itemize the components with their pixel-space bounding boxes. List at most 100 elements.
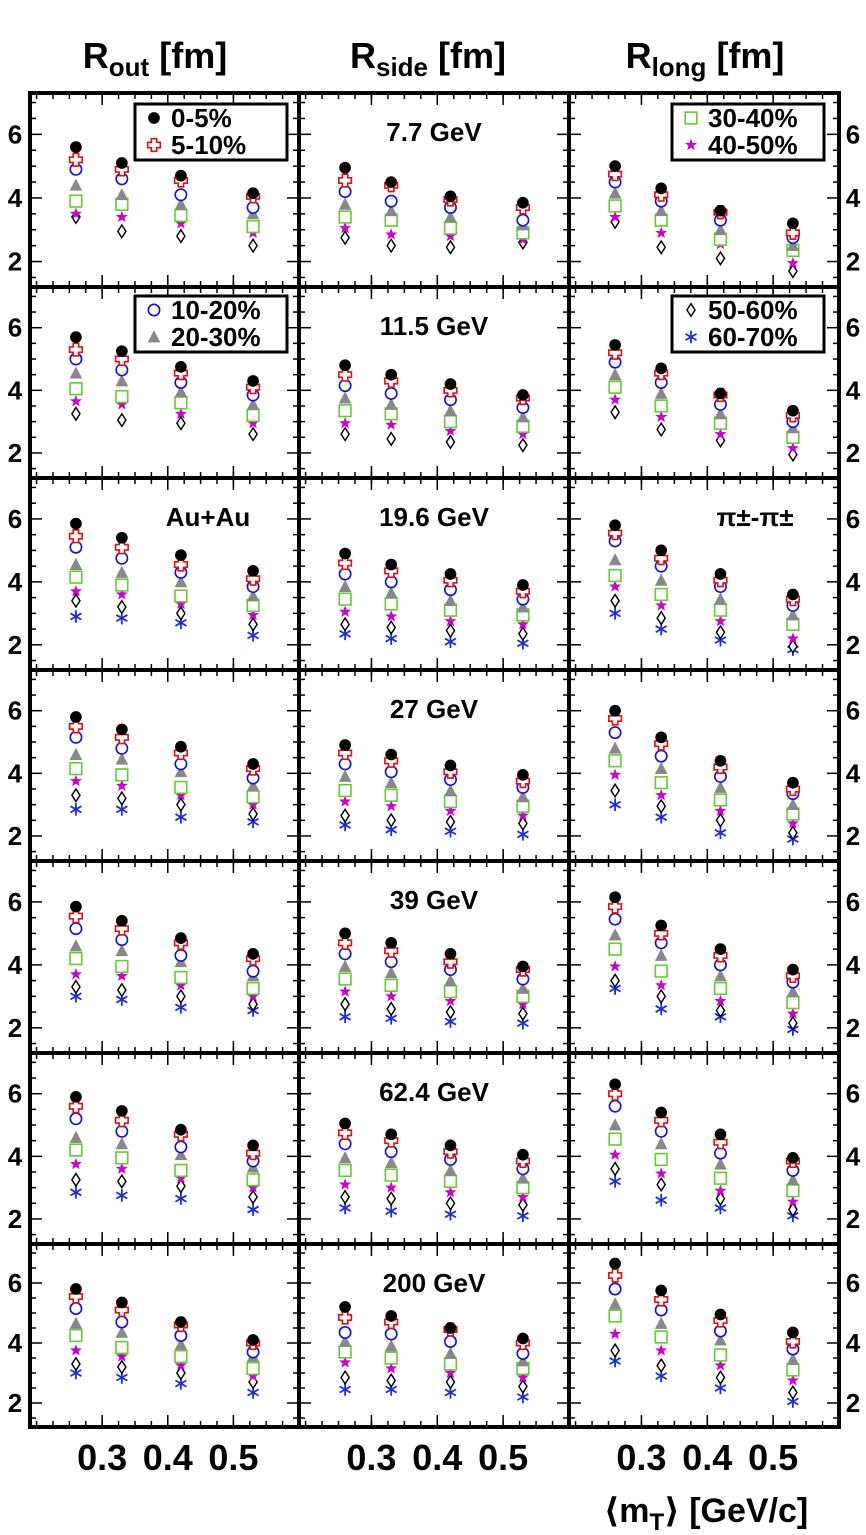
panel-r2-c0: Au+Au — [28, 476, 301, 672]
point-open-square-Rout-3-2 — [174, 780, 188, 795]
point-open-diamond-Rside-2-3 — [518, 626, 528, 641]
panel-r3-c1: 27 GeV — [297, 668, 571, 863]
panel-r1-c1: 11.5 GeV — [297, 285, 571, 480]
panel-r2-c2: π±-π± — [567, 476, 841, 672]
point-filled-circle-Rout-6-3 — [247, 1334, 259, 1346]
legend-marker-open-square — [684, 111, 698, 125]
energy-label: 7.7 GeV — [386, 117, 482, 147]
point-open-diamond-Rout-3-2 — [176, 797, 186, 812]
legend-entry: 30-40% — [708, 103, 798, 133]
point-open-square-Rlong-6-0 — [608, 1309, 622, 1323]
point-open-cross-Rout-0-0 — [68, 152, 84, 167]
point-open-square-Rside-0-1 — [384, 213, 398, 227]
panel-r6-c1: 200 GeV — [297, 1242, 571, 1429]
legend-entry: 5-10% — [171, 130, 246, 160]
point-filled-circle-Rlong-5-3 — [787, 1152, 799, 1164]
legend-box: 50-60%60-70% — [670, 294, 826, 354]
point-open-square-Rout-2-0 — [69, 570, 83, 584]
point-filled-circle-Rside-5-0 — [339, 1117, 351, 1130]
point-open-diamond-Rside-4-2 — [445, 1005, 456, 1020]
point-open-circle-Rside-6-2 — [443, 1335, 457, 1348]
point-filled-circle-Rout-5-2 — [175, 1123, 187, 1136]
point-filled-triangle-Rlong-4-0 — [608, 928, 622, 941]
panel-grid: 7.7 GeV 11.5 GeV Au+Au 19.6 GeV π±-π± 27 GeV 3… — [28, 91, 841, 1429]
point-open-square-Rlong-3-2 — [713, 793, 728, 807]
point-open-diamond-Rout-2-0 — [71, 593, 81, 608]
point-open-square-Rlong-3-1 — [654, 776, 668, 790]
panel-r4-c2 — [567, 859, 841, 1055]
point-star-Rlong-5-0 — [609, 1148, 622, 1160]
point-open-square-Rside-5-2 — [443, 1174, 458, 1189]
point-open-diamond-Rout-1-2 — [176, 416, 186, 431]
point-filled-circle-Rside-3-2 — [444, 759, 457, 772]
point-star-Rout-6-0 — [69, 1344, 82, 1356]
y-tick-label: 6 — [8, 1079, 22, 1109]
point-filled-circle-Rlong-2-3 — [787, 588, 799, 601]
point-filled-triangle-Rout-2-0 — [69, 557, 83, 570]
y-tick-label: 6 — [8, 504, 22, 534]
point-open-square-Rout-1-2 — [174, 396, 188, 410]
point-filled-circle-Rlong-3-3 — [787, 776, 799, 789]
point-filled-circle-Rside-1-0 — [339, 359, 351, 372]
point-open-square-Rlong-2-0 — [608, 568, 622, 583]
point-filled-circle-Rside-0-0 — [339, 161, 351, 174]
panel-r5-c2 — [567, 1051, 841, 1246]
point-open-diamond-Rlong-2-0 — [610, 593, 620, 608]
point-filled-circle-Rlong-6-1 — [655, 1284, 668, 1297]
point-open-diamond-Rout-0-1 — [117, 224, 127, 239]
point-asterisk-Rlong-5-1 — [654, 1192, 668, 1208]
point-open-diamond-Rside-2-1 — [386, 620, 396, 635]
energy-label: 39 GeV — [390, 885, 479, 915]
point-star-Rout-3-0 — [69, 774, 82, 787]
point-open-circle-Rside-0-0 — [338, 185, 352, 199]
x-tick-label: 0.3 — [346, 1437, 396, 1478]
y-tick-label: 2 — [846, 438, 860, 468]
point-asterisk-Rlong-4-1 — [654, 1001, 668, 1017]
point-open-diamond-Rside-3-2 — [445, 814, 456, 829]
point-filled-circle-Rside-3-0 — [339, 739, 351, 751]
point-open-cross-Rout-1-0 — [68, 342, 84, 357]
point-filled-circle-Rout-1-3 — [247, 375, 259, 387]
y-tick-label: 2 — [8, 1388, 22, 1418]
point-open-square-Rside-1-2 — [443, 414, 458, 429]
point-star-Rlong-6-1 — [655, 1344, 668, 1356]
panel-r5-c0 — [28, 1051, 301, 1246]
point-asterisk-Rout-3-0 — [69, 802, 83, 817]
point-filled-triangle-Rout-5-1 — [115, 1137, 129, 1150]
point-open-square-Rside-3-0 — [338, 783, 352, 798]
point-open-circle-Rside-6-1 — [384, 1327, 398, 1341]
y-tick-label: 2 — [846, 630, 860, 660]
point-open-diamond-Rout-1-1 — [117, 413, 127, 428]
point-filled-triangle-Rout-2-1 — [115, 565, 129, 578]
point-open-diamond-Rout-2-3 — [248, 617, 258, 632]
point-open-square-Rside-0-0 — [338, 210, 352, 224]
point-filled-triangle-Rlong-6-0 — [608, 1297, 622, 1310]
point-filled-circle-Rout-1-2 — [175, 360, 187, 373]
point-open-square-Rout-0-3 — [246, 219, 260, 234]
point-filled-circle-Rout-0-0 — [70, 141, 82, 153]
point-open-square-Rout-4-0 — [69, 951, 83, 966]
x-tick-label: 0.4 — [412, 1437, 462, 1478]
point-open-square-Rside-3-2 — [443, 794, 458, 809]
point-open-circle-Rout-0-3 — [246, 201, 260, 214]
y-tick-label: 4 — [8, 183, 23, 213]
point-open-square-Rside-2-0 — [338, 592, 352, 606]
point-open-diamond-Rout-1-0 — [71, 406, 81, 421]
point-filled-circle-Rout-4-1 — [116, 914, 128, 927]
point-open-circle-Rlong-4-0 — [608, 912, 622, 926]
point-open-diamond-Rside-1-0 — [340, 427, 350, 442]
point-filled-circle-Rlong-4-3 — [787, 963, 799, 976]
point-open-square-Rlong-1-1 — [654, 399, 668, 413]
point-open-cross-Rlong-6-0 — [607, 1268, 623, 1283]
panel-r2-c1: 19.6 GeV — [297, 476, 571, 672]
ticks-r4-c1 — [299, 861, 569, 1053]
point-star-Rlong-1-0 — [609, 393, 622, 405]
ticks-r5-c2 — [569, 1053, 839, 1244]
point-filled-circle-Rlong-1-0 — [609, 339, 621, 351]
point-open-square-Rlong-4-3 — [786, 995, 800, 1010]
point-filled-triangle-Rlong-4-1 — [654, 948, 668, 961]
point-filled-circle-Rside-2-2 — [444, 568, 457, 580]
point-open-square-Rlong-3-0 — [608, 754, 622, 768]
point-filled-circle-Rout-0-1 — [116, 157, 128, 169]
point-filled-triangle-Rlong-6-1 — [654, 1316, 668, 1329]
